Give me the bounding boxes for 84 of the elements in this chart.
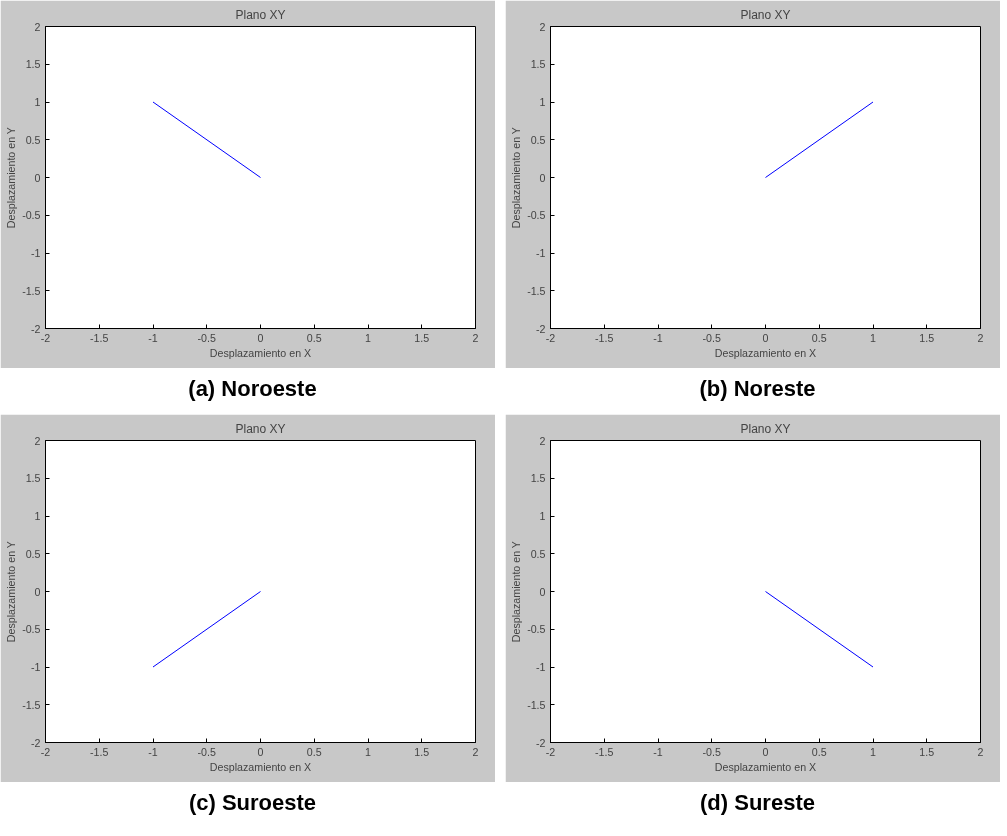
y-tick-label: 2 [539,434,546,447]
y-tick-label: 1.5 [25,472,41,485]
y-tick-label: 0 [539,171,546,184]
x-tick-label: 0 [257,745,264,758]
x-tick-label: -1 [148,331,158,344]
text: (d) Sureste [699,789,816,817]
x-tick-label: 2 [977,331,984,344]
text: (c) Suroeste [187,789,318,817]
chart-title: Plano XY [740,421,791,436]
chart-title: Plano XY [740,7,791,22]
y-tick-label: -1 [31,661,41,673]
x-tick-label: 0 [762,745,769,758]
y-axis-title: Desplazamiento en Y [510,127,523,229]
x-tick-label: -0.5 [702,745,721,758]
y-tick-label: -1.5 [22,698,41,711]
y-tick-label: -1.5 [527,698,546,711]
x-axis-title: Desplazamiento en X [209,346,312,359]
y-tick-label: -1.5 [527,284,546,297]
y-tick-label: -1 [536,661,546,673]
y-tick-label: 1 [34,96,41,108]
x-tick-label: 0.5 [811,745,827,758]
y-axis-title: Desplazamiento en Y [510,541,523,643]
x-tick-label: -0.5 [702,331,721,344]
y-tick-label: 0.5 [530,547,546,560]
y-tick-label: 2 [539,20,546,33]
x-axis-title: Desplazamiento en X [209,760,312,773]
x-tick-label: -0.5 [197,331,216,344]
y-tick-label: 1 [539,510,546,522]
x-tick-label: 1 [365,745,372,758]
y-tick-label: 1.5 [530,472,546,485]
x-tick-label: 1 [365,331,372,344]
x-tick-label: -0.5 [197,745,216,758]
x-tick-label: -1.5 [595,745,614,758]
y-tick-label: -2 [536,322,546,335]
y-tick-label: -0.5 [527,623,546,636]
y-tick-label: 0 [34,585,41,598]
x-tick-label: -1 [653,331,663,344]
y-tick-label: 1 [539,96,546,108]
x-tick-label: 0.5 [306,745,322,758]
y-tick-label: 0.5 [25,133,41,146]
y-tick-label: -2 [31,736,41,749]
y-tick-label: -1.5 [22,284,41,297]
x-tick-label: -1.5 [90,745,109,758]
y-tick-label: 1.5 [25,58,41,71]
y-tick-label: -0.5 [22,623,41,636]
y-tick-label: -0.5 [527,209,546,222]
x-tick-label: -1 [653,745,663,758]
x-tick-label: 2 [977,745,984,758]
x-tick-label: 0 [762,331,769,344]
x-tick-label: 0.5 [811,331,827,344]
y-tick-label: -1 [536,247,546,259]
text: (b) Noreste [698,375,817,403]
y-tick-label: -2 [536,736,546,749]
x-tick-label: 0.5 [306,331,322,344]
y-tick-label: 2 [34,20,41,33]
y-tick-label: 1.5 [530,58,546,71]
x-tick-label: -1.5 [90,331,109,344]
x-tick-label: 1 [870,331,877,344]
chart-title: Plano XY [235,7,286,22]
x-tick-label: 2 [472,331,479,344]
y-tick-label: 0.5 [530,133,546,146]
x-tick-label: 1.5 [414,745,430,758]
chart-title: Plano XY [235,421,286,436]
x-tick-label: 1.5 [919,331,935,344]
y-tick-label: 0 [34,171,41,184]
x-tick-label: 1.5 [414,331,430,344]
y-tick-label: -0.5 [22,209,41,222]
y-tick-label: 1 [34,510,41,522]
x-tick-label: -1 [148,745,158,758]
x-tick-label: 2 [472,745,479,758]
y-tick-label: -1 [31,247,41,259]
y-axis-title: Desplazamiento en Y [5,541,18,643]
text: (a) Noroeste [187,375,318,403]
x-axis-title: Desplazamiento en X [714,346,817,359]
x-axis-title: Desplazamiento en X [714,760,817,773]
x-tick-label: 0 [257,331,264,344]
y-tick-label: -2 [31,322,41,335]
x-tick-label: -1.5 [595,331,614,344]
y-tick-label: 0 [539,585,546,598]
x-tick-label: 1.5 [919,745,935,758]
y-tick-label: 0.5 [25,547,41,560]
x-tick-label: 1 [870,745,877,758]
y-axis-title: Desplazamiento en Y [5,127,18,229]
y-tick-label: 2 [34,434,41,447]
